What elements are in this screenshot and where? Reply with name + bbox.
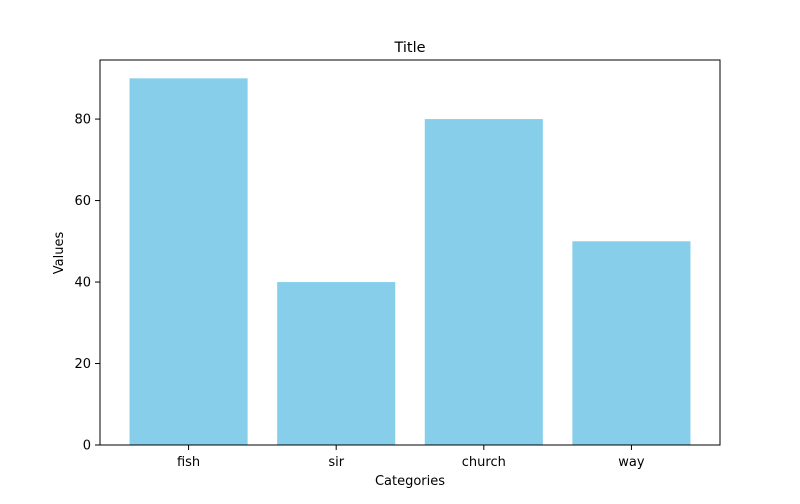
x-tick-label-church: church [462,455,506,470]
bar-sir [277,282,396,445]
bars-layer [129,78,691,446]
y-tick-label-80: 80 [74,113,91,128]
x-axis: fish sir church way [177,445,645,470]
x-tick-label-sir: sir [328,455,344,470]
plot-area-frame [99,59,721,446]
y-tick-label-0: 0 [83,439,91,454]
x-axis-label: Categories [375,474,445,489]
y-tick-label-40: 40 [74,276,91,291]
bar-church [424,119,543,446]
x-tick-label-fish: fish [177,455,200,470]
y-axis-label: Values [52,232,67,275]
y-axis: 0 20 40 60 80 [74,113,100,454]
bar-fish [129,78,248,445]
x-tick-label-way: way [618,455,645,470]
y-tick-label-60: 60 [74,194,91,209]
y-tick-label-20: 20 [74,357,91,372]
chart-title: Title [393,40,425,56]
bar-way [572,241,691,445]
